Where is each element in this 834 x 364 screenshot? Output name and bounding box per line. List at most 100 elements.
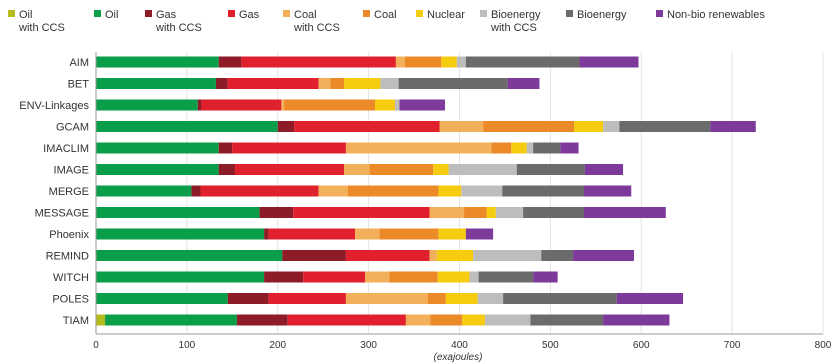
bar-segment bbox=[437, 271, 470, 283]
bar-segment bbox=[465, 228, 494, 240]
bar-segment bbox=[96, 250, 283, 261]
legend-swatch bbox=[283, 10, 290, 17]
bar-segment bbox=[389, 271, 438, 283]
bar-remind bbox=[96, 250, 634, 261]
bar-segment bbox=[533, 142, 561, 154]
chart-legend: Oil with CCS Oil Gas with CCS Gas Coal with CCS… bbox=[8, 9, 765, 34]
legend-label: Oil with CCS bbox=[18, 9, 65, 34]
category-label: TIAM bbox=[63, 315, 89, 327]
bar-segment bbox=[603, 314, 670, 326]
legend-swatch bbox=[145, 10, 152, 17]
bar-segment bbox=[398, 78, 508, 89]
bar-segment bbox=[303, 271, 365, 283]
bar-segment bbox=[430, 314, 463, 326]
legend-swatch bbox=[416, 10, 423, 17]
x-tick-label: 300 bbox=[360, 340, 377, 351]
bar-segment bbox=[526, 142, 534, 154]
bar-segment bbox=[96, 164, 219, 175]
bar-segment bbox=[232, 142, 346, 154]
legend-label: Gas bbox=[239, 9, 260, 21]
bar-segment bbox=[584, 164, 624, 175]
category-label: WITCH bbox=[53, 272, 89, 284]
bar-segment bbox=[96, 293, 228, 304]
bar-segment bbox=[96, 228, 265, 240]
bar-segment bbox=[344, 164, 370, 175]
x-tick-label: 0 bbox=[93, 340, 99, 351]
bar-tiam bbox=[96, 314, 670, 326]
bar-segment bbox=[616, 293, 684, 304]
bar-segment bbox=[583, 185, 632, 197]
legend-swatch bbox=[480, 10, 487, 17]
bar-segment bbox=[399, 99, 445, 111]
bar-segment bbox=[96, 185, 192, 197]
legend-item: Coal bbox=[363, 9, 397, 21]
category-label: IMACLIM bbox=[43, 143, 89, 155]
category-label: POLES bbox=[52, 294, 89, 306]
bar-segment bbox=[436, 250, 474, 261]
legend-label: Non-bio renewables bbox=[667, 9, 765, 21]
bar-segment bbox=[427, 293, 446, 304]
bar-segment bbox=[268, 293, 346, 304]
bar-segment bbox=[502, 185, 584, 197]
bar-segment bbox=[710, 121, 756, 132]
legend-item: Oil bbox=[94, 9, 118, 21]
legend-item: Non-bio renewables bbox=[656, 9, 765, 21]
bar-segment bbox=[345, 293, 428, 304]
bar-segment bbox=[511, 142, 527, 154]
bar-segment bbox=[448, 164, 517, 175]
bar-imaclim bbox=[96, 142, 579, 154]
bar-poles bbox=[96, 293, 684, 304]
legend-swatch bbox=[363, 10, 370, 17]
bar-segment bbox=[579, 56, 639, 68]
bar-segment bbox=[191, 185, 201, 197]
bar-segment bbox=[473, 250, 542, 261]
bar-segment bbox=[478, 271, 534, 283]
bar-segment bbox=[293, 207, 430, 218]
category-label: IMAGE bbox=[54, 165, 89, 177]
bar-segment bbox=[433, 164, 449, 175]
bar-env-linkages bbox=[96, 99, 445, 111]
bar-segment bbox=[379, 228, 439, 240]
bar-witch bbox=[96, 271, 558, 283]
bar-segment bbox=[200, 185, 319, 197]
bar-segment bbox=[96, 142, 219, 154]
bar-segment bbox=[530, 314, 604, 326]
bar-segment bbox=[484, 314, 531, 326]
category-labels: AIM BET ENV-Linkages GCAM IMACLIM IMAGE MERGE M… bbox=[19, 57, 89, 327]
category-label: Phoenix bbox=[49, 229, 89, 241]
category-label: AIM bbox=[69, 57, 89, 69]
bar-segment bbox=[405, 314, 431, 326]
bar-segment bbox=[583, 207, 666, 218]
bar-merge bbox=[96, 185, 632, 197]
legend-item: Gas with CCS bbox=[145, 9, 202, 34]
bar-segment bbox=[96, 207, 260, 218]
legend-item: Bioenergy bbox=[566, 9, 627, 21]
bar-segment bbox=[486, 207, 496, 218]
bar-segment bbox=[574, 121, 604, 132]
bar-segment bbox=[560, 142, 579, 154]
bar-segment bbox=[96, 99, 198, 111]
legend-swatch bbox=[228, 10, 235, 17]
bar-segment bbox=[516, 164, 585, 175]
bar-segment bbox=[287, 314, 406, 326]
legend-item: Oil with CCS bbox=[8, 9, 65, 34]
bar-segment bbox=[330, 78, 345, 89]
bar-segment bbox=[533, 271, 558, 283]
category-label: REMIND bbox=[46, 251, 89, 263]
category-label: GCAM bbox=[56, 122, 89, 134]
bar-segment bbox=[96, 314, 106, 326]
bar-segment bbox=[469, 271, 479, 283]
bar-segment bbox=[394, 99, 400, 111]
bar-segment bbox=[483, 121, 575, 132]
bar-segment bbox=[438, 185, 462, 197]
bar-segment bbox=[477, 293, 504, 304]
bar-segment bbox=[218, 56, 242, 68]
bar-segment bbox=[395, 56, 405, 68]
bar-segment bbox=[464, 207, 487, 218]
bar-segment bbox=[404, 56, 442, 68]
bar-segment bbox=[345, 142, 492, 154]
bar-segment bbox=[236, 314, 288, 326]
legend-swatch bbox=[656, 10, 663, 17]
bar-segment bbox=[105, 314, 237, 326]
